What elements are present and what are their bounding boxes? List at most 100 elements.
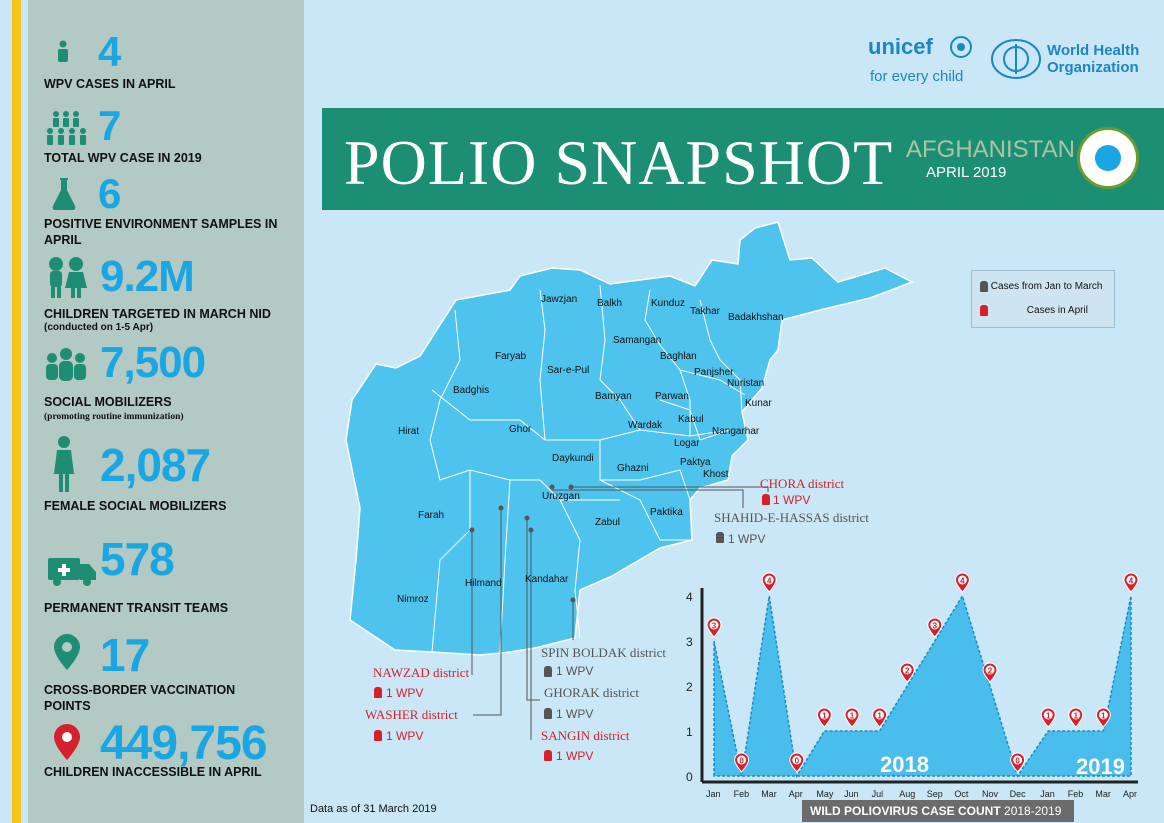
- chart-caption: WILD POLIOVIRUS CASE COUNT 2018-2019: [802, 800, 1074, 822]
- stat-number: 2,087: [100, 439, 211, 491]
- data-point-marker-center: [985, 665, 995, 675]
- jan-mar-case-icon: [544, 708, 552, 719]
- wpv-count: 1 WPV: [386, 686, 424, 700]
- data-point-marker-center: [902, 665, 912, 675]
- data-label: 4: [767, 577, 772, 586]
- x-tick-label: Aug: [899, 789, 915, 799]
- district-label: WASHER district: [365, 707, 458, 722]
- district-label: CHORA district: [760, 476, 845, 491]
- data-point-marker-center: [847, 710, 857, 720]
- district-label: SPIN BOLDAK district: [541, 645, 666, 660]
- stat-sublabel: (conducted on 1-5 Apr): [44, 322, 154, 333]
- province-label: Uruzgan: [542, 491, 580, 502]
- wpv-count: 1 WPV: [773, 493, 811, 507]
- data-point-marker-center: [1126, 575, 1136, 585]
- stat-label: POSITIVE ENVIRONMENT SAMPLES IN APRIL: [44, 217, 278, 247]
- data-label: 0: [1015, 757, 1020, 766]
- callout-leaders: [471, 486, 769, 740]
- unicef-tagline: for every child: [870, 68, 964, 85]
- ambulance-icon: [48, 558, 96, 586]
- chart-area-series: [713, 594, 1132, 779]
- wpv-count: 1 WPV: [556, 664, 594, 678]
- y-tick-label: 1: [686, 725, 693, 739]
- data-label: 2: [905, 667, 910, 676]
- data-label: 1: [1101, 712, 1106, 721]
- flask-icon: [52, 178, 76, 210]
- province-label: Daykundi: [552, 453, 594, 464]
- april-case-icon: [374, 687, 382, 698]
- jan-mar-case-icon: [716, 532, 724, 543]
- wpv-count: 1 WPV: [386, 729, 424, 743]
- province-label: Zabul: [595, 517, 621, 528]
- stat-label: FEMALE SOCIAL MOBILIZERS: [44, 499, 227, 513]
- data-point-marker-center: [1098, 710, 1108, 720]
- april-case-icon: [980, 305, 988, 316]
- data-point-marker-center: [875, 710, 885, 720]
- data-label: 1: [1074, 712, 1079, 721]
- data-label: 4: [960, 577, 965, 586]
- map-legend: Cases from Jan to March Cases in April: [971, 270, 1115, 328]
- jan-mar-case-icon: [544, 666, 552, 677]
- april-case-icon: [544, 750, 552, 761]
- x-tick-label: Jul: [872, 789, 884, 799]
- stat-number: 449,756: [100, 717, 268, 770]
- data-point-marker-center: [957, 575, 967, 585]
- stat-label: TOTAL WPV CASE IN 2019: [44, 151, 202, 165]
- province-label: Sar-e-Pul: [547, 365, 590, 376]
- unicef-wordmark: unicef: [868, 34, 933, 59]
- stat-number: 9.2M: [100, 252, 195, 301]
- province-label: Nangarhar: [712, 426, 760, 437]
- stat-number: 578: [100, 533, 175, 585]
- stat-number: 7: [98, 102, 121, 149]
- x-tick-label: Oct: [954, 789, 969, 799]
- x-tick-label: Mar: [1095, 789, 1111, 799]
- location-pin-icon: [54, 634, 80, 670]
- red-location-pin-icon: [54, 724, 80, 760]
- stat-number: 6: [98, 170, 121, 217]
- data-point-marker-center: [819, 710, 829, 720]
- title-banner: POLIO SNAPSHOT AFGHANISTAN APRIL 2019: [322, 108, 1164, 210]
- crowd-icon: [46, 348, 86, 381]
- year-label: 2018: [880, 752, 929, 777]
- data-point-marker-center: [1043, 710, 1053, 720]
- province-label: Farah: [418, 510, 445, 521]
- x-tick-label: May: [816, 789, 834, 799]
- province-label: Kandahar: [525, 574, 569, 585]
- legend-row-april: Cases in April: [980, 305, 1088, 316]
- data-point-marker-center: [764, 575, 774, 585]
- x-tick-label: Feb: [734, 789, 750, 799]
- data-label: 1: [877, 712, 882, 721]
- x-tick-label: Jan: [706, 789, 721, 799]
- province-label: Hilmand: [465, 578, 502, 589]
- legend-label: Cases from Jan to March: [990, 281, 1103, 293]
- province-label: Faryab: [495, 351, 527, 362]
- x-tick-label: Dec: [1010, 789, 1027, 799]
- district-label: SANGIN district: [541, 728, 630, 743]
- x-tick-label: Feb: [1068, 789, 1084, 799]
- x-tick-label: Apr: [789, 789, 803, 799]
- province-label: Ghor: [509, 424, 532, 435]
- who-line-1: World Health: [1047, 42, 1140, 59]
- province-label: Nuristan: [727, 378, 765, 389]
- data-point-marker-center: [1071, 710, 1081, 720]
- children-icon: [49, 257, 87, 298]
- country-label: AFGHANISTAN: [906, 136, 1075, 163]
- who-line-2: Organization: [1047, 59, 1139, 76]
- page-title: POLIO SNAPSHOT: [344, 127, 894, 198]
- april-case-icon: [762, 494, 770, 505]
- april-case-icon: [374, 730, 382, 741]
- people-group-icon: [47, 111, 86, 145]
- female-icon: [54, 436, 74, 492]
- data-point-marker-center: [737, 755, 747, 765]
- district-label: SHAHID-E-HASSAS district: [714, 510, 869, 525]
- province-label: Baghlan: [660, 351, 697, 362]
- province-label: Kabul: [678, 414, 704, 425]
- province-label: Ghazni: [617, 463, 649, 474]
- stat-label: PERMANENT TRANSIT TEAMS: [44, 601, 229, 615]
- chart-title: WILD POLIOVIRUS CASE COUNT: [810, 804, 1001, 818]
- person-icon: [58, 40, 68, 62]
- province-label: Bamyan: [595, 391, 632, 402]
